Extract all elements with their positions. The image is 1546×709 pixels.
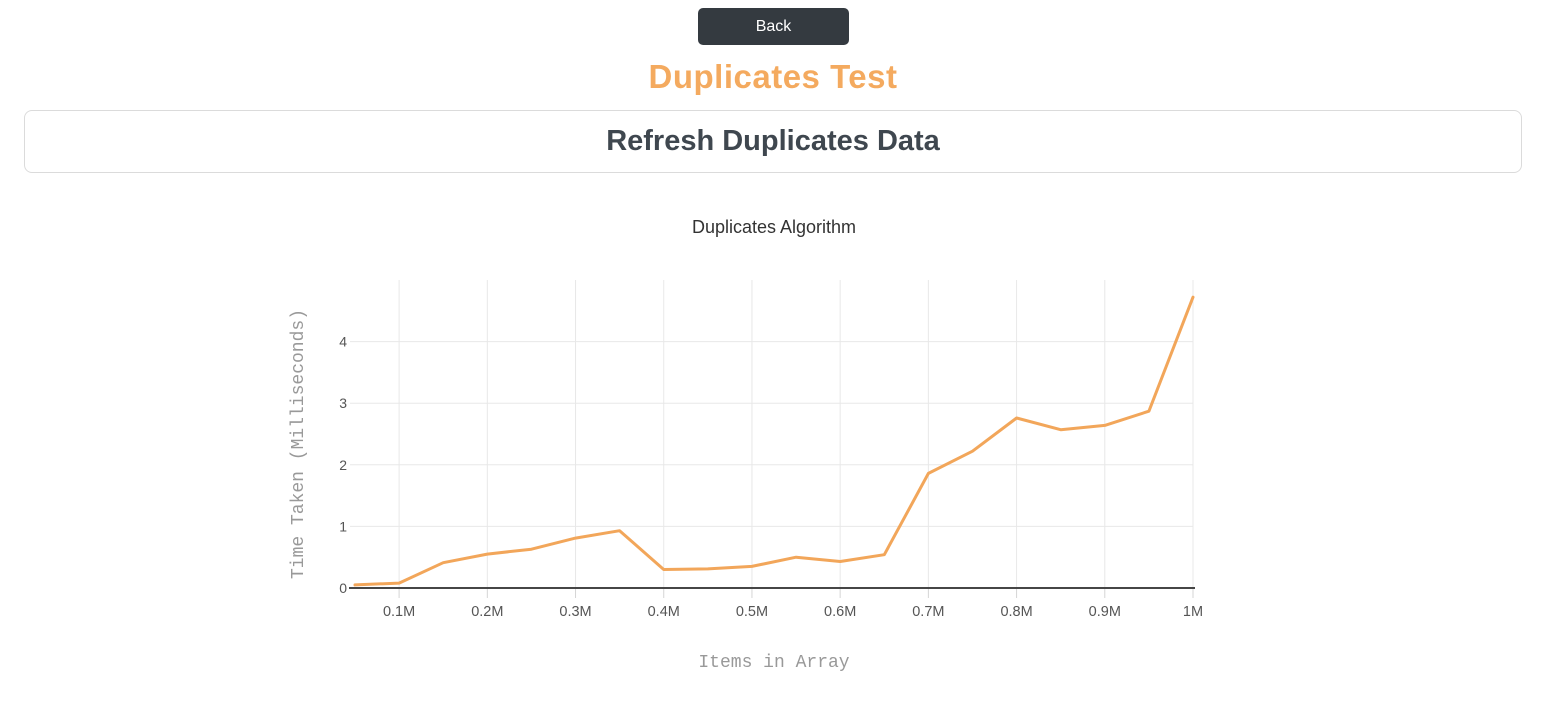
x-tick-label: 0.3M xyxy=(559,604,591,620)
x-tick-label: 1M xyxy=(1183,604,1203,620)
x-tick-label: 0.1M xyxy=(383,604,415,620)
plot-area: 0.1M 0.2M 0.3M 0.4M 0.5M 0.6M 0.7M 0.8M 0.9M 1M 0 1… xyxy=(339,280,1203,620)
y-tick-label: 1 xyxy=(339,518,347,534)
x-tick-label: 0.6M xyxy=(824,604,856,620)
back-button[interactable]: Back xyxy=(698,8,849,45)
refresh-duplicates-button[interactable]: Refresh Duplicates Data xyxy=(24,110,1522,173)
y-tick-label: 0 xyxy=(339,580,347,596)
y-tick-label: 3 xyxy=(339,395,347,411)
x-axis-title: Items in Array xyxy=(698,653,849,673)
x-tick-label: 0.9M xyxy=(1089,604,1121,620)
x-tick-label: 0.4M xyxy=(648,604,680,620)
y-tick-label: 4 xyxy=(339,334,347,350)
x-tick-label: 0.7M xyxy=(912,604,944,620)
x-tick-label: 0.2M xyxy=(471,604,503,620)
x-tick-label: 0.5M xyxy=(736,604,768,620)
y-axis-title: Time Taken (Milliseconds) xyxy=(289,309,309,579)
chart-title: Duplicates Algorithm xyxy=(692,217,856,237)
chart-container: Duplicates Algorithm Time Taken (Millise… xyxy=(0,190,1546,704)
duplicates-line-chart: Duplicates Algorithm Time Taken (Millise… xyxy=(289,217,1203,673)
data-line xyxy=(353,295,1195,587)
x-tick-label: 0.8M xyxy=(1000,604,1032,620)
y-tick-label: 2 xyxy=(339,457,347,473)
page-title: Duplicates Test xyxy=(648,58,898,95)
